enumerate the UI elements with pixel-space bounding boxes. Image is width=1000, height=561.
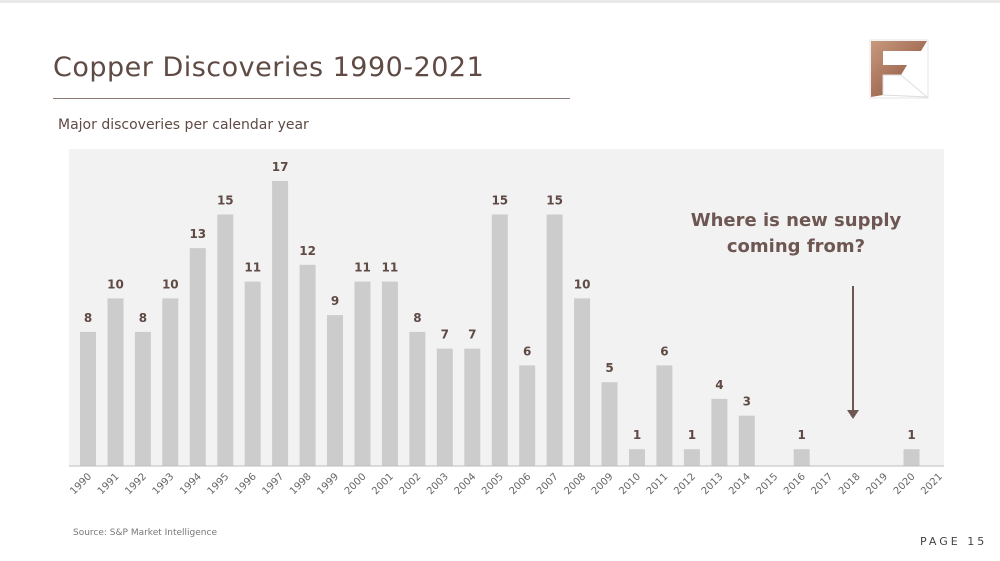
bar-1991 (107, 298, 124, 466)
bar-2013 (711, 398, 728, 466)
bar-2000 (354, 281, 371, 466)
value-label-2002: 8 (413, 311, 421, 325)
page-title: Copper Discoveries 1990-2021 (53, 52, 485, 83)
x-tick-2014: 2014 (727, 471, 753, 497)
bar-2012 (683, 449, 700, 466)
bars-group (80, 181, 920, 466)
x-tick-2017: 2017 (809, 471, 835, 497)
value-label-2004: 7 (468, 328, 476, 342)
bar-2002 (409, 331, 426, 466)
x-tick-1994: 1994 (178, 471, 204, 497)
bar-1993 (162, 298, 179, 466)
value-label-1998: 12 (299, 244, 316, 258)
x-tick-2009: 2009 (590, 471, 616, 497)
callout-text: Where is new supply coming from? (690, 210, 902, 257)
bar-2001 (381, 281, 398, 466)
value-label-2000: 11 (354, 261, 371, 275)
bar-2009 (601, 382, 618, 466)
company-logo-icon (869, 39, 929, 99)
top-border (0, 0, 1000, 3)
chart-subtitle: Major discoveries per calendar year (58, 117, 309, 133)
x-tick-2001: 2001 (370, 471, 396, 497)
bar-2020 (903, 449, 920, 466)
value-label-2003: 7 (441, 328, 449, 342)
x-tick-2005: 2005 (480, 471, 506, 497)
x-tick-1990: 1990 (68, 471, 94, 497)
x-tick-1998: 1998 (288, 471, 314, 497)
x-tick-1997: 1997 (260, 471, 286, 497)
x-tick-2013: 2013 (700, 471, 726, 497)
x-tick-2012: 2012 (672, 471, 698, 497)
x-tick-2002: 2002 (398, 471, 424, 497)
bar-1999 (327, 315, 343, 466)
x-tick-1996: 1996 (233, 471, 259, 497)
bar-1996 (244, 281, 261, 466)
x-tick-1993: 1993 (151, 471, 177, 497)
source-note: Source: S&P Market Intelligence (73, 528, 217, 538)
x-tick-1992: 1992 (123, 471, 149, 497)
value-label-1990: 8 (84, 311, 92, 325)
bar-2007 (546, 214, 563, 466)
value-label-1995: 15 (217, 194, 234, 208)
value-label-2009: 5 (605, 361, 613, 375)
value-label-2020: 1 (907, 428, 915, 442)
bar-1997 (272, 181, 289, 466)
x-tick-2007: 2007 (535, 471, 561, 497)
bar-1990 (80, 331, 96, 466)
x-tick-2004: 2004 (453, 471, 479, 497)
bar-2005 (491, 214, 508, 466)
x-tick-2011: 2011 (645, 471, 671, 497)
bar-2004 (464, 348, 481, 466)
value-label-1997: 17 (272, 160, 289, 174)
bar-2008 (574, 298, 591, 466)
bar-1998 (299, 264, 316, 466)
value-label-2011: 6 (660, 344, 668, 358)
bar-2003 (436, 348, 453, 466)
bar-2010 (629, 449, 645, 466)
bar-2011 (656, 365, 673, 466)
x-tick-2019: 2019 (864, 471, 890, 497)
value-label-1999: 9 (331, 294, 339, 308)
value-label-2001: 11 (382, 261, 399, 275)
value-label-2005: 15 (491, 194, 508, 208)
x-tick-2010: 2010 (617, 471, 643, 497)
value-label-1996: 11 (244, 261, 261, 275)
value-label-2008: 10 (574, 277, 591, 291)
value-label-1992: 8 (139, 311, 147, 325)
x-tick-2000: 2000 (343, 471, 369, 497)
value-label-2016: 1 (798, 428, 806, 442)
x-tick-2016: 2016 (782, 471, 808, 497)
value-label-2006: 6 (523, 344, 531, 358)
x-tick-2003: 2003 (425, 471, 451, 497)
bar-1992 (134, 331, 151, 466)
x-tick-2015: 2015 (755, 471, 781, 497)
bar-2006 (519, 365, 536, 466)
value-label-2010: 1 (633, 428, 641, 442)
x-tick-1991: 1991 (96, 471, 122, 497)
value-label-1993: 10 (162, 277, 179, 291)
x-tick-2018: 2018 (837, 471, 863, 497)
x-tick-2020: 2020 (892, 471, 918, 497)
value-label-2013: 4 (715, 378, 723, 392)
value-label-2007: 15 (546, 194, 563, 208)
page-number: PAGE 15 (920, 535, 988, 548)
bar-1994 (189, 248, 206, 466)
value-label-2012: 1 (688, 428, 696, 442)
bar-2016 (793, 449, 810, 466)
x-tick-1995: 1995 (206, 471, 232, 497)
value-label-1991: 10 (107, 277, 124, 291)
x-tick-labels-group: 1990 1991 1992 1993 1994 1995 1996 1997 1998 1999… (68, 471, 945, 497)
value-label-1994: 13 (189, 227, 206, 241)
x-tick-2021: 2021 (919, 471, 945, 497)
bar-2014 (738, 415, 755, 466)
callout-arrow-head (847, 410, 859, 419)
x-tick-1999: 1999 (315, 471, 341, 497)
value-label-2014: 3 (743, 395, 751, 409)
x-tick-2008: 2008 (562, 471, 588, 497)
title-divider (53, 98, 570, 99)
bar-1995 (217, 214, 234, 466)
x-tick-2006: 2006 (508, 471, 534, 497)
